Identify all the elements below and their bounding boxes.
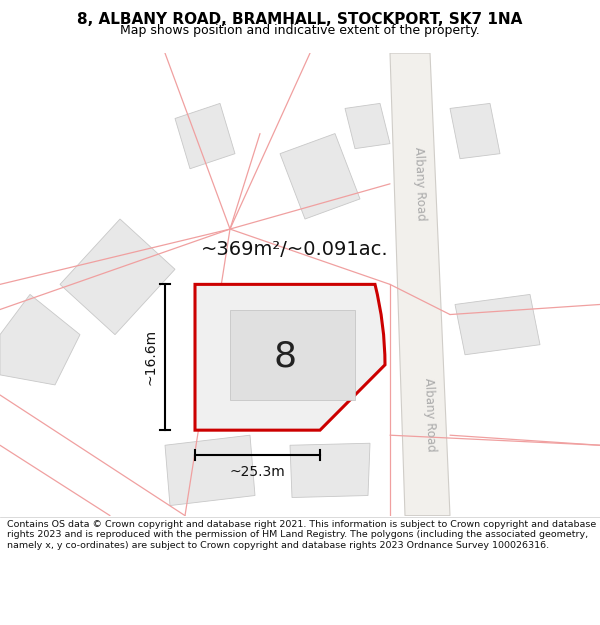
Polygon shape: [60, 219, 175, 334]
Text: ~369m²/~0.091ac.: ~369m²/~0.091ac.: [201, 239, 389, 259]
Text: 8, ALBANY ROAD, BRAMHALL, STOCKPORT, SK7 1NA: 8, ALBANY ROAD, BRAMHALL, STOCKPORT, SK7…: [77, 12, 523, 27]
Text: Map shows position and indicative extent of the property.: Map shows position and indicative extent…: [120, 24, 480, 38]
Polygon shape: [390, 53, 450, 516]
Polygon shape: [450, 103, 500, 159]
Text: ~16.6m: ~16.6m: [143, 329, 157, 386]
Text: 8: 8: [274, 340, 296, 374]
Text: Contains OS data © Crown copyright and database right 2021. This information is : Contains OS data © Crown copyright and d…: [7, 520, 596, 550]
Polygon shape: [290, 443, 370, 498]
Text: ~25.3m: ~25.3m: [230, 466, 286, 479]
PathPatch shape: [195, 284, 385, 430]
Text: Albany Road: Albany Road: [412, 147, 428, 221]
Polygon shape: [230, 309, 355, 400]
Polygon shape: [165, 435, 255, 506]
Text: Albany Road: Albany Road: [422, 378, 438, 452]
Polygon shape: [280, 134, 360, 219]
Polygon shape: [455, 294, 540, 355]
Polygon shape: [175, 103, 235, 169]
Polygon shape: [345, 103, 390, 149]
Polygon shape: [0, 294, 80, 385]
